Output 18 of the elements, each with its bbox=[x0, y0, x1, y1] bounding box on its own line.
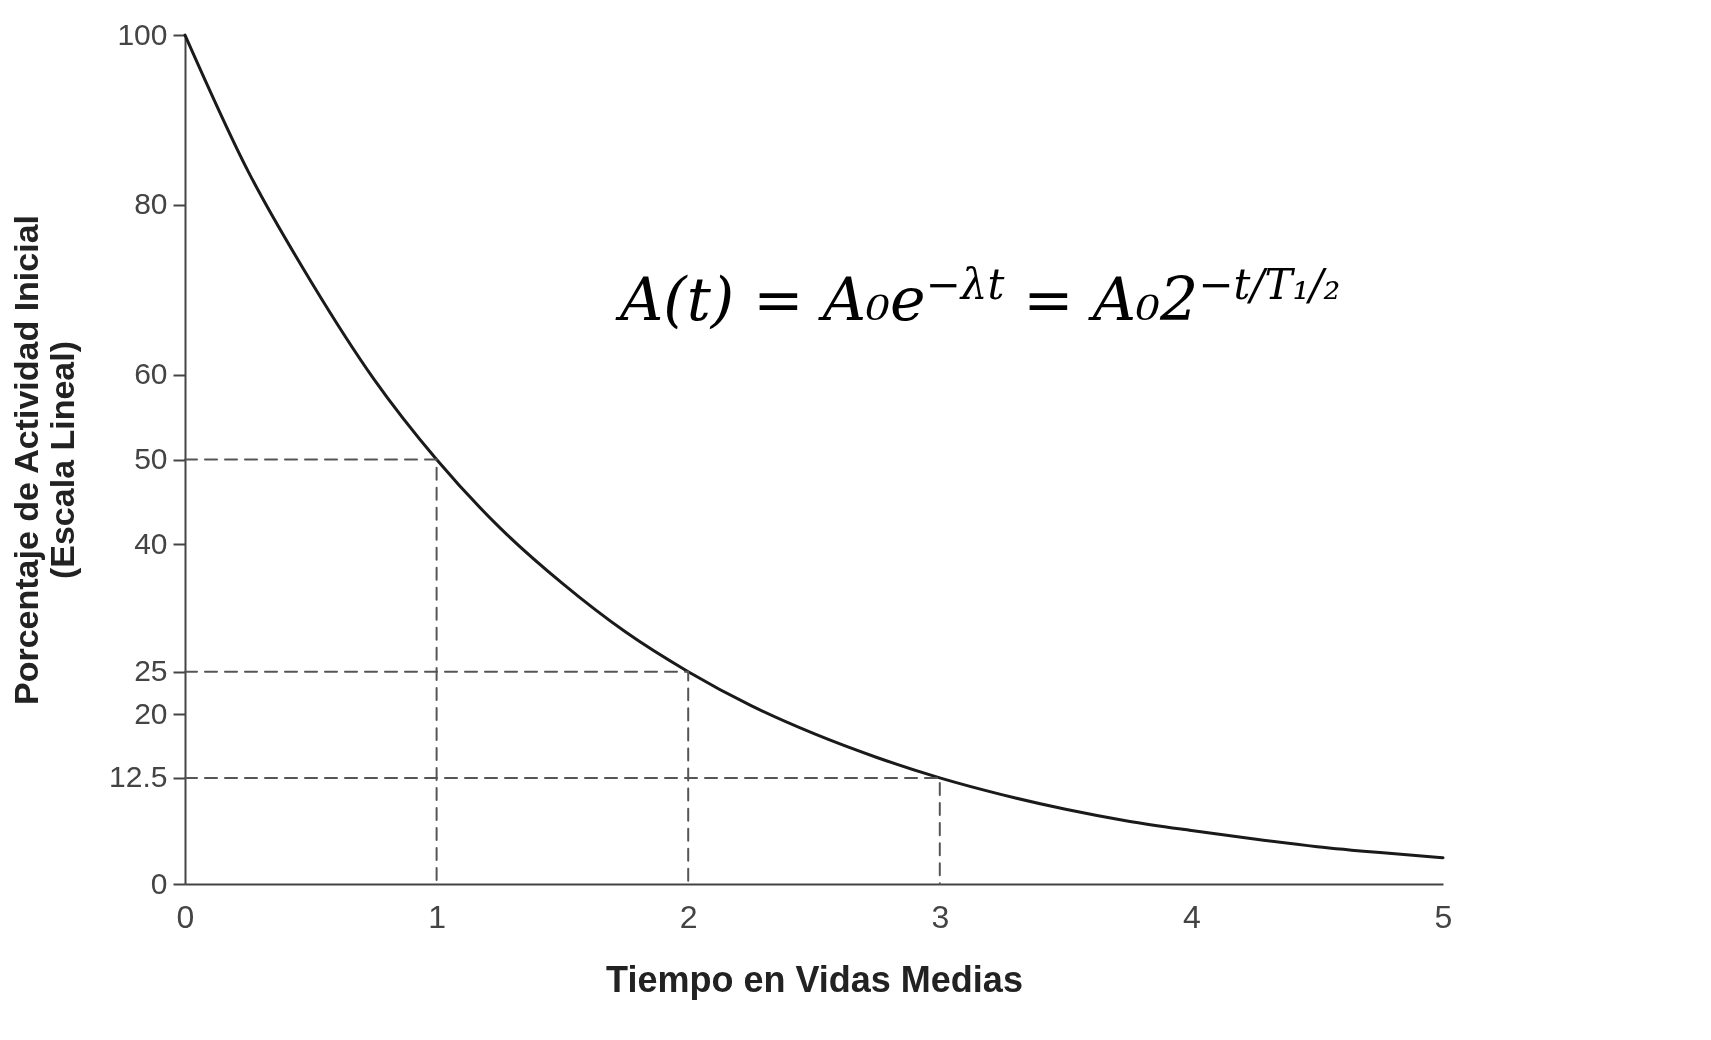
x-tick-label: 1 bbox=[428, 898, 446, 935]
x-tick-label: 5 bbox=[1434, 898, 1453, 935]
y-axis-title: Porcentaje de Actividad Inicial (Escala Lineal) bbox=[7, 214, 82, 706]
y-tick-label: 20 bbox=[134, 696, 168, 730]
line-series bbox=[183, 33, 1445, 860]
y-tick-label: 25 bbox=[134, 654, 168, 688]
x-tick-label: 3 bbox=[931, 898, 950, 935]
y-tick-label: 12.5 bbox=[109, 760, 168, 794]
y-tick-label: 40 bbox=[134, 526, 168, 560]
y-tick-label: 50 bbox=[134, 442, 168, 475]
x-tick-label: 4 bbox=[1183, 898, 1201, 935]
y-tick-label: 80 bbox=[134, 187, 168, 221]
y-tick-label: 60 bbox=[134, 357, 168, 391]
x-axis-title: Tiempo en Vidas Medias bbox=[606, 958, 1023, 1000]
y-tick-label: 0 bbox=[150, 866, 168, 900]
x-tick-label: 0 bbox=[176, 898, 195, 935]
y-tick-label: 100 bbox=[117, 17, 168, 51]
x-tick-label: 2 bbox=[679, 898, 698, 935]
